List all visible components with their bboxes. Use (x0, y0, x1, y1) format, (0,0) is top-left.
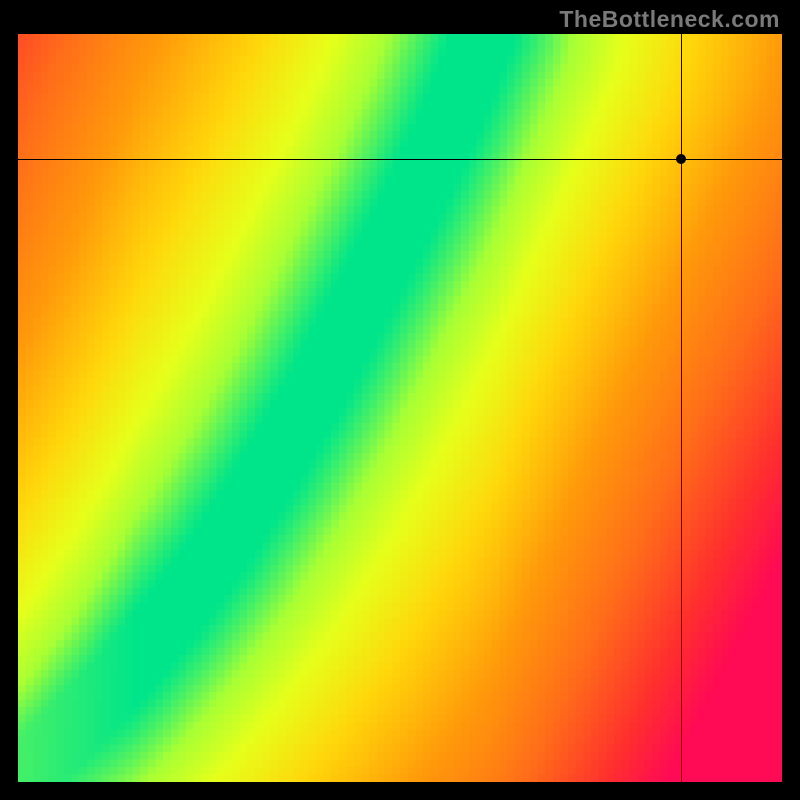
plot-area (18, 34, 782, 782)
watermark-text: TheBottleneck.com (559, 6, 780, 33)
heatmap-canvas (18, 34, 782, 782)
